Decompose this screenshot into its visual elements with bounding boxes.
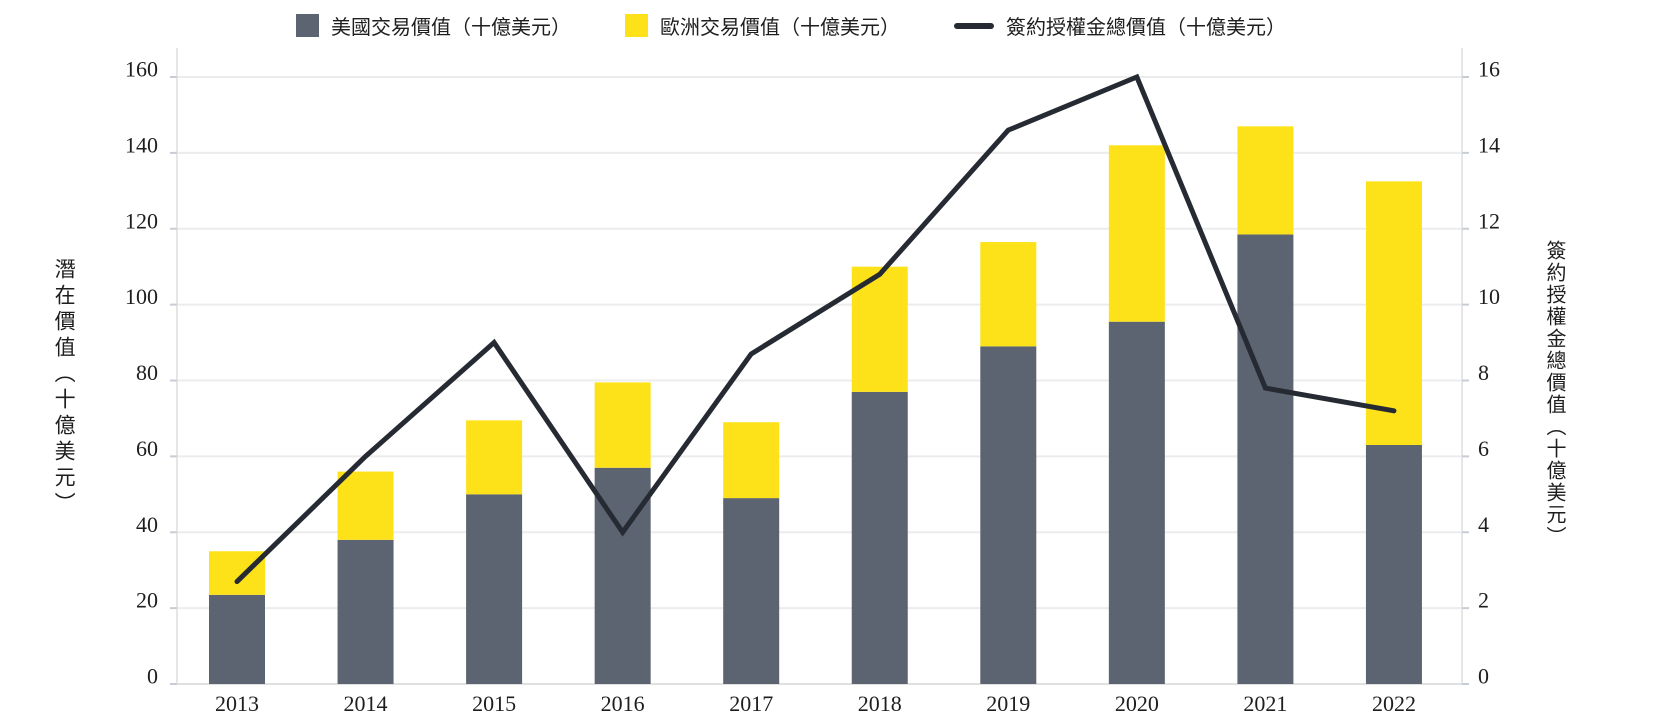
bar-us-2014 xyxy=(337,539,394,684)
right-tick-label-10: 10 xyxy=(1478,284,1500,309)
legend-label-upfront-total: 簽約授權金總價值（十億美元） xyxy=(1006,17,1286,39)
bar-europe-2015 xyxy=(466,420,523,495)
trend-line-swatch-icon xyxy=(954,22,994,29)
right-tick-label-16: 16 xyxy=(1478,57,1500,82)
left-tick-label-120: 120 xyxy=(125,208,158,233)
bar-us-2021 xyxy=(1237,234,1294,685)
x-tick-label-2018: 2018 xyxy=(858,691,902,716)
bar-europe-2014 xyxy=(337,471,394,540)
right-axis-title: 簽約授權金總價值（十億美元） xyxy=(1543,240,1565,548)
x-tick-label-2013: 2013 xyxy=(215,691,259,716)
bar-us-2020 xyxy=(1108,321,1165,684)
legend-item-upfront-total: 簽約授權金總價值（十億美元） xyxy=(954,11,1286,40)
bar-us-2019 xyxy=(980,346,1037,684)
x-tick-label-2022: 2022 xyxy=(1372,691,1416,716)
left-tick-label-140: 140 xyxy=(125,132,158,157)
left-tick-label-160: 160 xyxy=(125,57,158,82)
x-tick-label-2015: 2015 xyxy=(472,691,516,716)
x-tick-label-2019: 2019 xyxy=(986,691,1030,716)
bar-europe-2017 xyxy=(723,422,780,499)
axis-tick-marks xyxy=(170,76,1469,685)
bars-us-series xyxy=(209,234,1422,685)
right-tick-label-12: 12 xyxy=(1478,208,1500,233)
x-tick-label-2016: 2016 xyxy=(601,691,645,716)
x-tick-label-2014: 2014 xyxy=(344,691,388,716)
left-tick-label-20: 20 xyxy=(136,588,158,613)
right-tick-label-2: 2 xyxy=(1478,588,1489,613)
right-tick-label-0: 0 xyxy=(1478,664,1489,689)
left-axis-title: 潛在價值（十億美元） xyxy=(52,258,77,518)
left-axis-tick-labels: 0 20 40 60 80 100 120 140 160 xyxy=(125,57,158,689)
x-axis-tick-labels: 2013 2014 2015 2016 2017 2018 2019 2020 2021 2022 xyxy=(215,691,1416,716)
bar-europe-2016 xyxy=(594,382,651,468)
left-tick-label-80: 80 xyxy=(136,360,158,385)
bar-us-2017 xyxy=(723,498,780,684)
left-tick-label-60: 60 xyxy=(136,436,158,461)
x-tick-label-2020: 2020 xyxy=(1115,691,1159,716)
bar-us-2018 xyxy=(851,391,908,684)
legend-item-us-deal-value: 美國交易價值（十億美元） xyxy=(296,11,571,40)
bar-europe-2021 xyxy=(1237,126,1294,235)
right-axis-tick-labels: 0 2 4 6 8 10 12 14 16 xyxy=(1478,57,1500,689)
legend-label-europe: 歐洲交易價值（十億美元） xyxy=(660,17,900,39)
bar-europe-2020 xyxy=(1108,145,1165,322)
us-bar-swatch-icon xyxy=(296,14,319,37)
left-tick-label-100: 100 xyxy=(125,284,158,309)
legend-item-europe-deal-value: 歐洲交易價值（十億美元） xyxy=(625,11,900,40)
bar-europe-2013 xyxy=(209,551,265,595)
right-tick-label-6: 6 xyxy=(1478,436,1489,461)
legend: 美國交易價值（十億美元） 歐洲交易價值（十億美元） 簽約授權金總價值（十億美元） xyxy=(296,11,1286,40)
right-tick-label-8: 8 xyxy=(1478,360,1489,385)
europe-bar-swatch-icon xyxy=(625,14,648,37)
bar-us-2022 xyxy=(1365,444,1422,684)
right-tick-label-14: 14 xyxy=(1478,132,1500,157)
x-tick-label-2017: 2017 xyxy=(729,691,773,716)
bar-europe-2019 xyxy=(980,242,1037,347)
right-tick-label-4: 4 xyxy=(1478,512,1489,537)
trend-line-upfront-total xyxy=(234,73,1397,585)
bars-europe-series xyxy=(209,126,1422,595)
bar-us-2013 xyxy=(209,594,265,684)
left-tick-label-0: 0 xyxy=(147,664,158,689)
legend-label-us: 美國交易價值（十億美元） xyxy=(331,17,571,39)
left-tick-label-40: 40 xyxy=(136,512,158,537)
bar-europe-2022 xyxy=(1365,181,1422,445)
bar-us-2015 xyxy=(466,494,523,684)
x-tick-label-2021: 2021 xyxy=(1243,691,1287,716)
